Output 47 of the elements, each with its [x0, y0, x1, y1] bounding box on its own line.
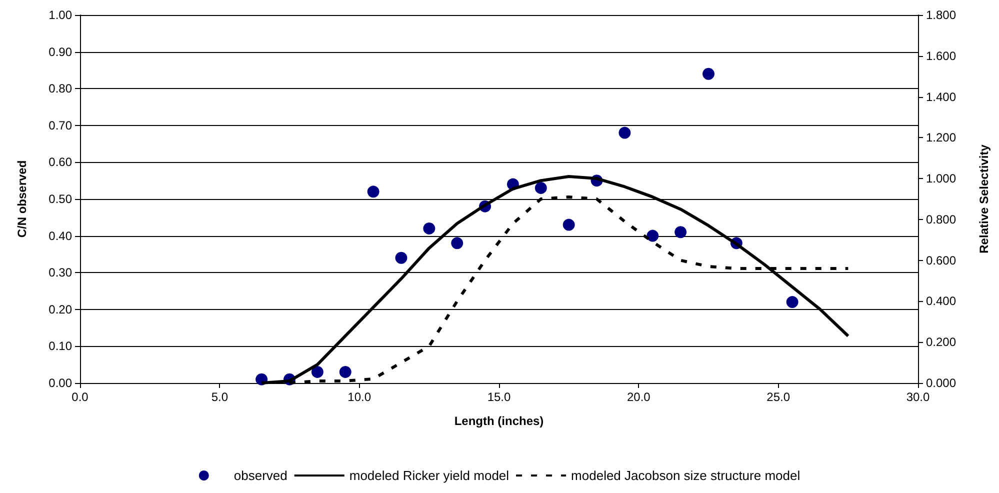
y2-tick-label: 1.000	[926, 172, 956, 186]
point	[674, 226, 687, 238]
point	[339, 366, 352, 378]
y-tick-label: 0.50	[48, 192, 72, 206]
y2-tick-label: 1.600	[926, 48, 956, 63]
x-tick-label: 25.0	[766, 390, 790, 404]
y2-tick-label: 0.200	[926, 335, 956, 350]
y2-tick-label: 1.800	[926, 8, 956, 22]
y2-tick-label: 0.000	[926, 376, 956, 390]
y-tick-label: 0.70	[48, 118, 72, 132]
x-tick-label: 20.0	[626, 390, 651, 404]
x-tick-label: 5.0	[211, 390, 228, 404]
x-tick-label: 0.0	[72, 390, 89, 404]
x-tick-label: 30.0	[906, 390, 930, 404]
y-tick-label: 0.80	[48, 82, 72, 96]
x-tick-label: 10.0	[348, 390, 372, 404]
y-tick-label: 0.90	[48, 44, 72, 59]
y2-tick-label: 0.600	[926, 253, 956, 268]
x-tick-label: 15.0	[487, 390, 511, 404]
y-tick-label: 0.20	[48, 302, 72, 316]
legend-label: modeled Jacobson size structure model	[571, 468, 800, 483]
point	[451, 237, 464, 250]
y-tick-label: 0.10	[48, 339, 72, 354]
y2-axis-title: Relative Selectivity	[977, 144, 991, 254]
point	[395, 252, 408, 264]
point	[562, 218, 575, 231]
point	[646, 230, 659, 242]
point	[702, 68, 714, 80]
y2-tick-label: 0.400	[926, 294, 956, 308]
y-tick-label: 0.30	[48, 266, 72, 280]
point	[618, 126, 631, 139]
y-tick-label: 0.60	[48, 155, 72, 170]
y-axis-title: C/N observed	[15, 160, 29, 238]
y2-tick-label: 0.800	[926, 212, 956, 226]
legend-label: modeled Ricker yield model	[349, 468, 510, 483]
y-tick-label: 1.00	[48, 8, 72, 22]
y2-tick-label: 1.400	[926, 90, 956, 104]
legend-label: observed	[234, 468, 288, 483]
point	[311, 366, 324, 378]
point	[534, 182, 547, 194]
point	[786, 296, 798, 308]
y-tick-label: 0.40	[48, 228, 72, 243]
point	[367, 186, 380, 198]
point	[423, 222, 436, 234]
y-tick-label: 0.00	[48, 376, 72, 390]
x-axis-title: Length (inches)	[454, 414, 544, 428]
y2-tick-label: 1.200	[926, 130, 956, 145]
